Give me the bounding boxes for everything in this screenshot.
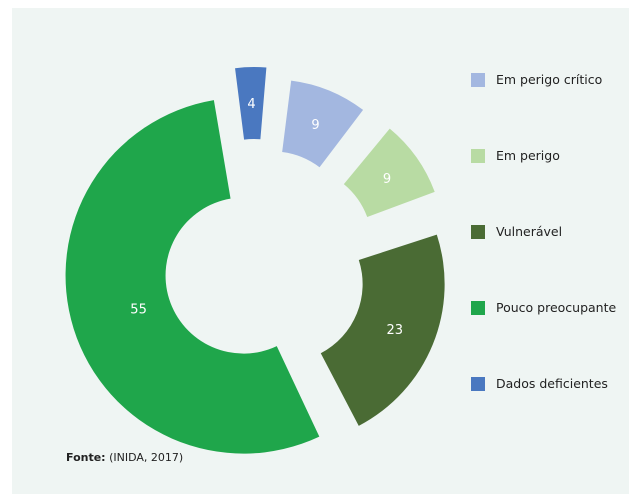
legend-item-dados-deficientes: Dados deficientes xyxy=(471,376,608,391)
legend-swatch xyxy=(471,300,485,315)
legend-swatch xyxy=(471,376,485,391)
legend-item-pouco-preocupante: Pouco preocupante xyxy=(471,300,616,315)
slice-value-label-vulneravel: 23 xyxy=(387,323,404,338)
slice-value-label-dados-deficientes: 4 xyxy=(247,97,255,112)
legend-swatch xyxy=(471,148,485,163)
donut-slice-em-perigo-critico xyxy=(282,80,364,168)
donut-slice-pouco-preocupante xyxy=(65,100,320,454)
legend-item-vulneravel: Vulnerável xyxy=(471,224,562,239)
slice-value-label-em-perigo-critico: 9 xyxy=(311,118,319,133)
donut-slice-vulneravel xyxy=(320,234,445,426)
legend-swatch xyxy=(471,72,485,87)
legend-item-em-perigo: Em perigo xyxy=(471,148,560,163)
legend-swatch xyxy=(471,224,485,239)
source-label: Fonte: xyxy=(66,451,106,464)
legend-label: Dados deficientes xyxy=(496,376,608,391)
chart-source: Fonte: (INIDA, 2017) xyxy=(66,451,183,464)
legend-item-em-perigo-critico: Em perigo crítico xyxy=(471,72,602,87)
legend-label: Em perigo xyxy=(496,148,560,163)
donut-slice-dados-deficientes xyxy=(235,67,267,140)
legend-label: Vulnerável xyxy=(496,224,563,239)
slice-value-label-pouco-preocupante: 55 xyxy=(130,302,147,317)
donut-slice-em-perigo xyxy=(343,128,435,218)
slice-value-label-em-perigo: 9 xyxy=(383,172,391,187)
source-text: (INIDA, 2017) xyxy=(109,451,184,464)
legend-label: Pouco preocupante xyxy=(496,300,617,315)
legend-label: Em perigo crítico xyxy=(496,72,603,87)
